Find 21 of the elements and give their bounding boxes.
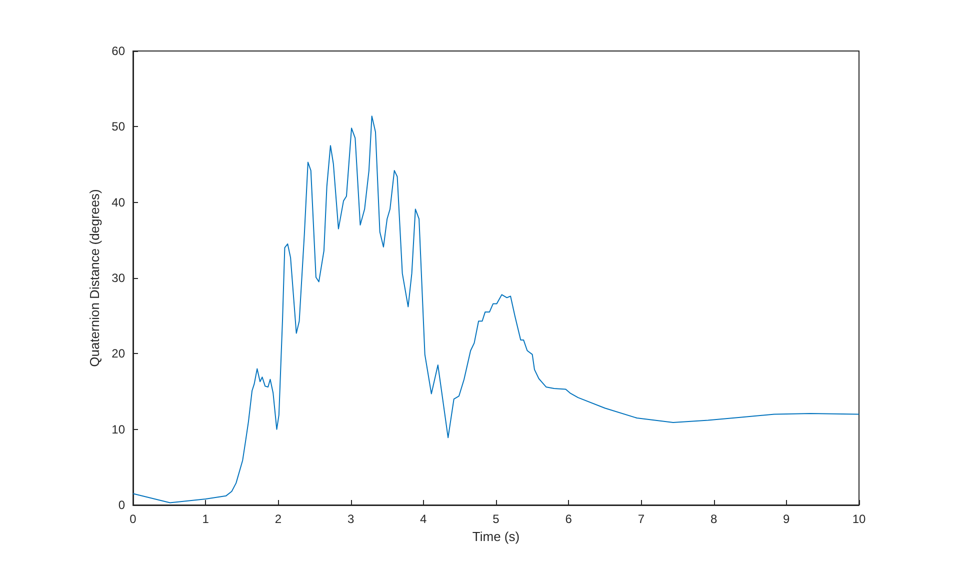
y-tick-label: 0 (118, 498, 126, 512)
y-tick-label: 40 (112, 195, 126, 210)
x-tick-label: 9 (783, 512, 790, 526)
x-axis-title: Time (s) (472, 528, 520, 544)
x-tick-label: 10 (852, 512, 866, 526)
y-tick-label: 20 (112, 346, 126, 361)
y-axis-title: Quaternion Distance (degrees) (86, 189, 102, 367)
x-tick-label: 7 (638, 512, 645, 526)
y-tick-label: 30 (112, 271, 126, 285)
y-tick-label: 10 (112, 422, 126, 436)
y-tick-label: 50 (112, 120, 126, 134)
x-tick-label: 8 (710, 512, 718, 526)
line-series (132, 116, 860, 504)
x-tick-label: 1 (202, 512, 210, 526)
x-tick-label: 4 (420, 512, 428, 526)
x-tick-label: 3 (347, 512, 354, 526)
x-tick-label: 2 (274, 512, 282, 526)
y-tick-label: 60 (112, 44, 126, 58)
x-tick-label: 0 (130, 512, 137, 526)
x-tick-label: 5 (492, 512, 500, 526)
x-tick-label: 6 (565, 512, 572, 526)
